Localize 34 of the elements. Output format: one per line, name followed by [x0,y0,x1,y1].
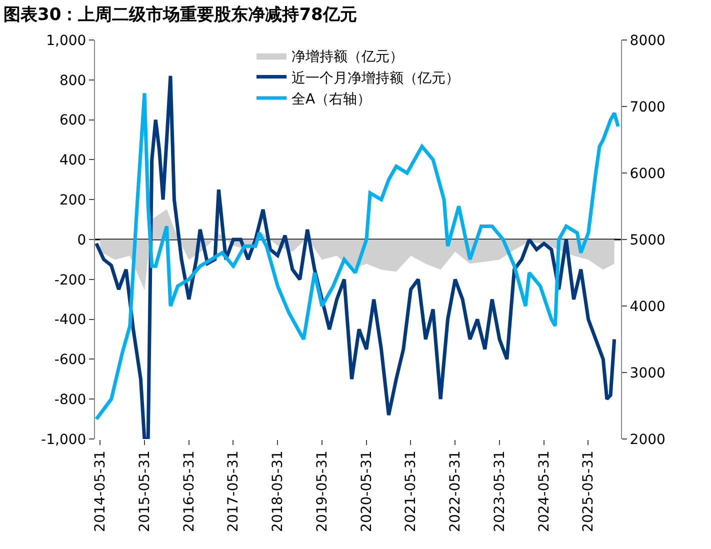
y-tick-label: -200 [54,272,86,288]
legend-label: 近一个月净增持额（亿元） [292,70,460,86]
y-tick-label: -600 [54,352,86,368]
y2-tick-label: 6000 [630,166,666,182]
y-tick-label: 800 [59,72,86,89]
x-tick-label: 2018-05-31 [270,450,286,532]
y-tick-label: 600 [59,112,86,129]
x-tick-label: 2024-05-31 [536,450,552,532]
legend-label: 全A（右轴） [292,91,372,108]
x-tick-label: 2022-05-31 [448,450,464,532]
y-tick-label: 400 [59,152,86,169]
y2-tick-label: 4000 [630,298,666,315]
y-tick-label: 0 [77,232,86,248]
y2-tick-label: 3000 [630,365,666,382]
chart-title: 图表30：上周二级市场重要股东净减持78亿元 [4,5,357,26]
y-tick-label: -1,000 [41,432,86,448]
y2-tick-label: 8000 [630,32,666,49]
x-tick-label: 2023-05-31 [492,450,508,532]
y-tick-label: -800 [54,392,86,408]
x-tick-label: 2016-05-31 [181,450,198,532]
x-tick-label: 2014-05-31 [92,450,109,532]
y2-tick-label: 5000 [630,232,666,248]
x-tick-label: 2025-05-31 [580,450,597,532]
legend-label: 净增持额（亿元） [292,49,404,66]
x-tick-label: 2019-05-31 [314,450,330,532]
x-tick-label: 2020-05-31 [358,450,375,532]
y-tick-label: 200 [59,192,86,208]
y-tick-label: -400 [54,312,86,328]
y-tick-label: 1,000 [46,32,86,49]
x-tick-label: 2017-05-31 [226,450,242,532]
y2-tick-label: 7000 [630,99,666,116]
y2-tick-label: 2000 [630,432,666,448]
x-tick-label: 2015-05-31 [136,450,153,532]
x-tick-label: 2021-05-31 [403,450,420,532]
